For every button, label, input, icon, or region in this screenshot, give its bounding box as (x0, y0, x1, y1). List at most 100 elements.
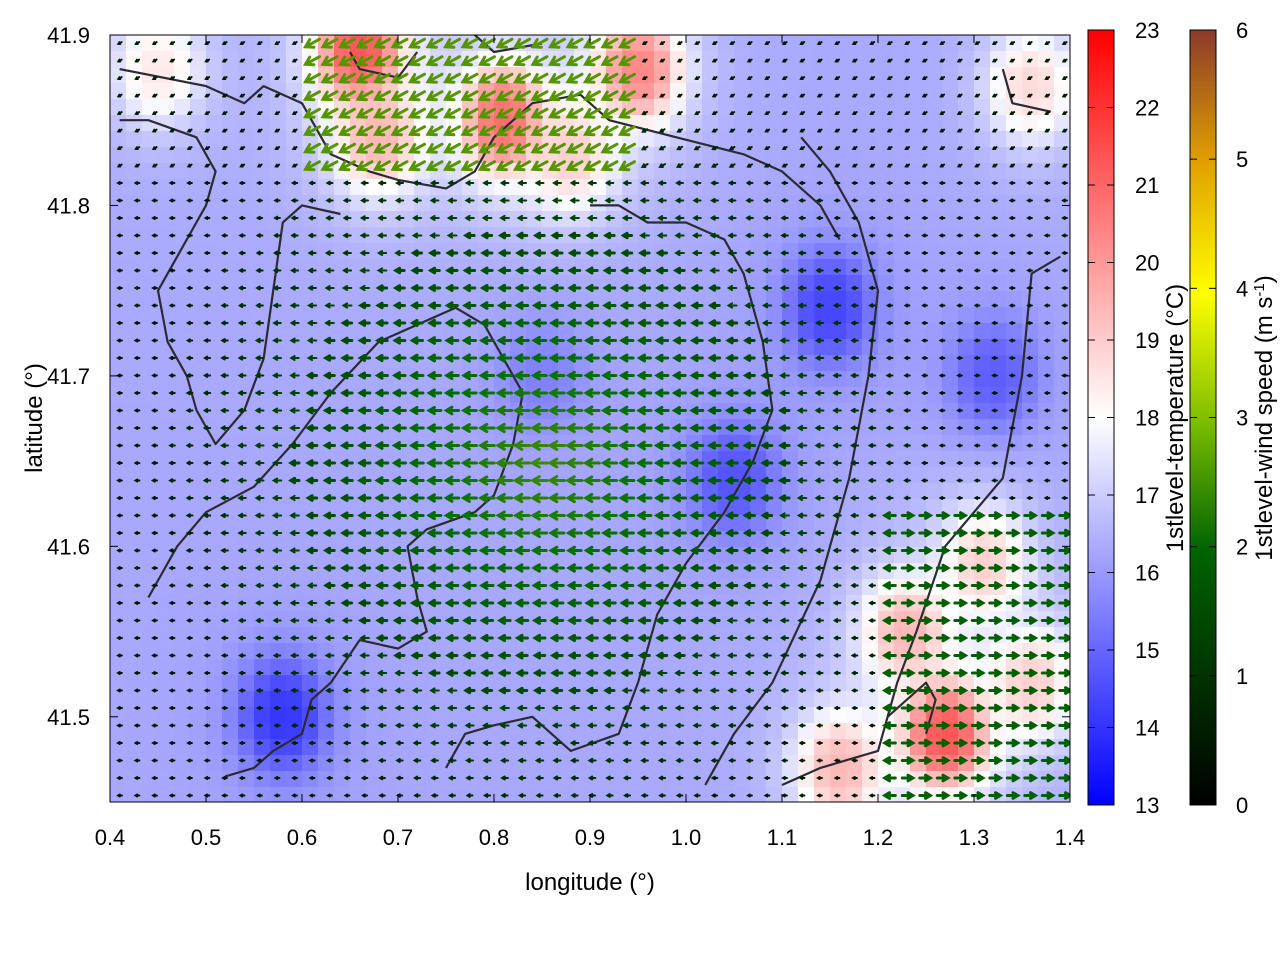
wind-arrow (185, 408, 194, 413)
wind-arrow (885, 425, 894, 431)
heatmap-cell (974, 99, 991, 116)
heatmap-cell (190, 307, 207, 324)
heatmap-cell (1054, 99, 1070, 116)
heatmap-cell (254, 147, 271, 164)
wind-arrow (151, 793, 158, 798)
heatmap-cell (190, 355, 207, 372)
heatmap-cell (1054, 291, 1070, 308)
wind-arrow (238, 723, 246, 728)
wind-arrow (744, 652, 755, 659)
heatmap-cell (926, 259, 943, 276)
wind-arrow (547, 125, 566, 137)
heatmap-cell (110, 83, 127, 100)
wind-arrow (325, 723, 334, 728)
wind-arrow (408, 440, 425, 451)
wind-arrow (447, 180, 457, 186)
heatmap-cell (398, 243, 415, 260)
heatmap-cell (494, 291, 511, 308)
heatmap-cell (670, 707, 687, 724)
wind-arrow (478, 370, 495, 381)
wind-arrow (816, 58, 823, 63)
wind-arrow (746, 146, 753, 151)
wind-arrow (601, 545, 618, 556)
heatmap-cell (222, 499, 239, 516)
heatmap-cell (222, 339, 239, 356)
wind-arrow (935, 581, 951, 590)
wind-arrow (495, 528, 513, 538)
heatmap-cell (318, 643, 335, 660)
wind-arrow (939, 163, 946, 168)
heatmap-cell (494, 531, 511, 548)
wind-arrow (237, 477, 247, 484)
heatmap-cell (270, 483, 287, 500)
wind-arrow (636, 336, 652, 345)
heatmap-cell (302, 499, 319, 516)
heatmap-cell (814, 739, 831, 756)
heatmap-cell (702, 179, 719, 196)
heatmap-cell (942, 243, 959, 260)
heatmap-cell (942, 611, 959, 628)
heatmap-cell (366, 771, 383, 788)
wind-arrow (254, 565, 265, 571)
wind-arrow (886, 285, 893, 291)
wind-arrow (477, 55, 496, 67)
wind-arrow (622, 757, 632, 764)
heatmap-cell (878, 115, 895, 132)
heatmap-cell (142, 483, 159, 500)
heatmap-cell (750, 755, 767, 772)
wind-arrow (357, 546, 372, 555)
wind-arrow (567, 249, 581, 257)
heatmap-cell (894, 147, 911, 164)
wind-arrow (374, 406, 390, 415)
wind-arrow (869, 93, 876, 98)
wind-arrow (221, 688, 228, 693)
heatmap-cell (686, 259, 703, 276)
wind-arrow (133, 723, 141, 728)
heatmap-cell (894, 515, 911, 532)
wind-arrow (410, 651, 424, 660)
wind-arrow (340, 336, 354, 345)
wind-arrow (676, 111, 683, 116)
wind-arrow (815, 617, 824, 624)
heatmap-cell (286, 483, 303, 500)
heatmap-cell (990, 291, 1007, 308)
wind-arrow (426, 510, 443, 521)
heatmap-cell (110, 627, 127, 644)
wind-arrow (709, 250, 720, 256)
heatmap-cell (942, 163, 959, 180)
heatmap-cell (1006, 67, 1023, 84)
heatmap-cell (174, 179, 191, 196)
wind-arrow (676, 76, 683, 80)
wind-arrow (938, 216, 946, 220)
heatmap-cell (894, 707, 911, 724)
wind-arrow (238, 215, 246, 221)
wind-arrow (408, 406, 425, 415)
wind-arrow (426, 475, 443, 486)
heatmap-cell (990, 227, 1007, 244)
heatmap-cell (942, 467, 959, 484)
wind-arrow (274, 111, 281, 115)
heatmap-cell (318, 611, 335, 628)
heatmap-cell (270, 659, 287, 676)
heatmap-cell (142, 787, 159, 802)
heatmap-cell (798, 259, 815, 276)
wind-arrow (711, 145, 719, 151)
wind-arrow (762, 705, 772, 711)
heatmap-cell (974, 131, 991, 148)
wind-arrow (151, 216, 158, 220)
wind-arrow (707, 406, 722, 415)
wind-arrow (617, 72, 636, 84)
wind-arrow (617, 107, 636, 119)
wind-arrow (850, 635, 859, 641)
heatmap-cell (1006, 259, 1023, 276)
heatmap-cell (862, 659, 879, 676)
wind-arrow (290, 250, 299, 256)
wind-arrow (674, 705, 685, 711)
wind-arrow (168, 408, 176, 413)
wind-arrow (116, 793, 123, 798)
heatmap-cell (782, 659, 799, 676)
heatmap-cell (174, 339, 191, 356)
wind-arrow (744, 687, 755, 694)
heatmap-cell (734, 755, 751, 772)
wind-arrow (496, 563, 513, 573)
